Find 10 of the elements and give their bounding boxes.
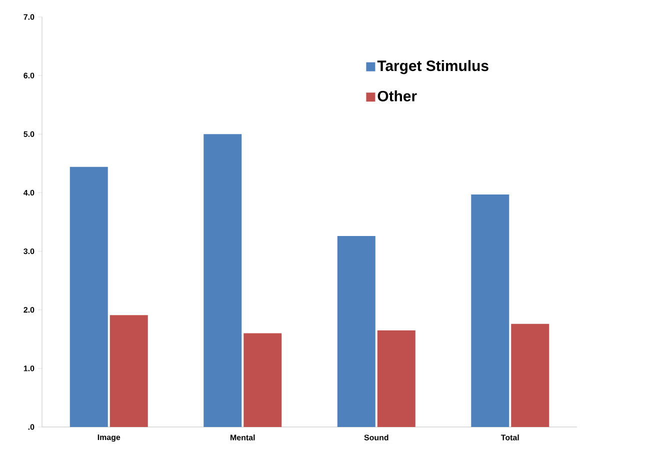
bar <box>244 333 282 427</box>
bar <box>377 330 416 427</box>
bar <box>511 324 550 427</box>
bar <box>204 134 242 427</box>
legend-label: Target Stimulus <box>377 60 488 74</box>
bar <box>110 315 148 427</box>
legend-label: Other <box>378 90 417 102</box>
bar <box>471 194 510 427</box>
bar <box>70 166 108 427</box>
bar <box>337 236 376 427</box>
